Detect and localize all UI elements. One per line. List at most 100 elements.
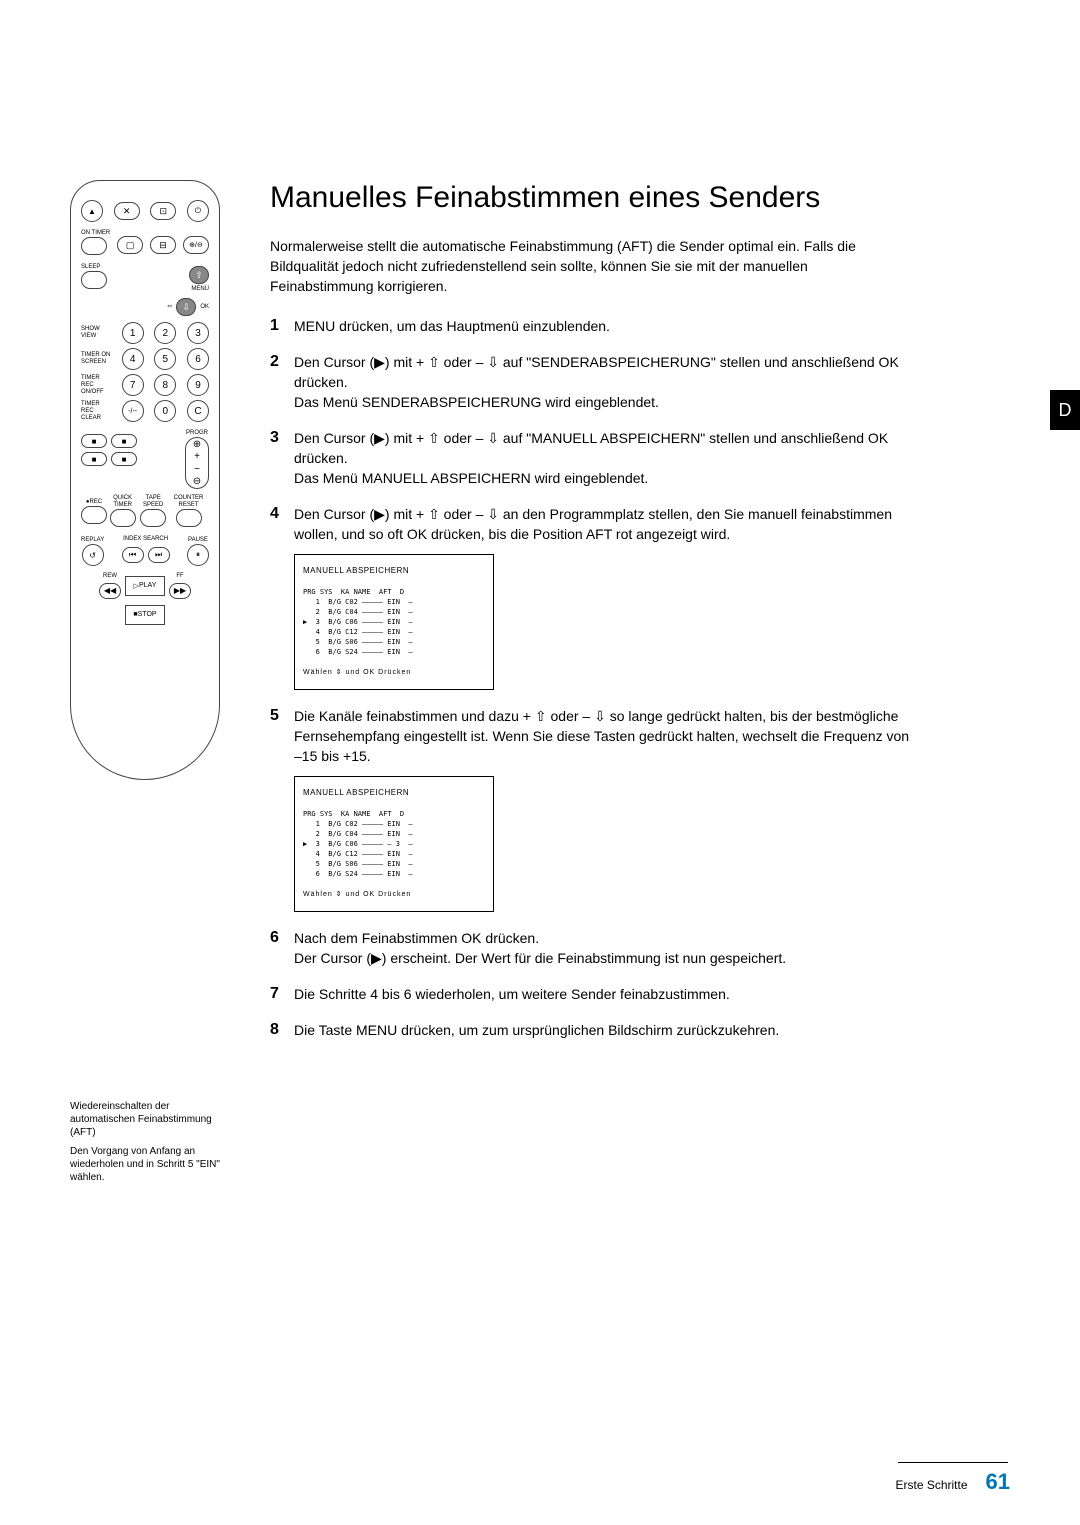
timer-on-screen-label: TIMER ON SCREEN — [81, 352, 111, 366]
num-0-button: 0 — [154, 400, 176, 422]
counter-reset-button — [176, 509, 202, 527]
step-7-text: Die Schritte 4 bis 6 wiederholen, um wei… — [294, 986, 730, 1002]
on-timer-button — [81, 237, 107, 255]
menu1-title: MANUELL ABSPEICHERN — [303, 561, 485, 581]
num-3-button: 3 — [187, 322, 209, 344]
menu1-row: 4 B/G C12 ––––– EIN – — [303, 627, 485, 637]
step-6-text-a: Nach dem Feinabstimmen OK drücken. — [294, 930, 539, 946]
pause-button: ⏸ — [187, 544, 209, 566]
index-back-button: ⏮ — [122, 547, 144, 563]
num-9-button: 9 — [187, 374, 209, 396]
menu2-row: 2 B/G C04 ––––– EIN – — [303, 829, 485, 839]
intro-text: Normalerweise stellt die automatische Fe… — [270, 236, 910, 296]
footer-section: Erste Schritte — [895, 1478, 967, 1492]
main-content: Manuelles Feinabstimmen eines Senders No… — [270, 180, 910, 1040]
menu-box-2: MANUELL ABSPEICHERN PRG SYS KA NAME AFT … — [294, 776, 494, 912]
menu2-row: 5 B/G S06 ––––– EIN – — [303, 859, 485, 869]
footer-rule — [898, 1462, 1008, 1463]
ten-key-button: -/-- — [122, 400, 144, 422]
vol-up-button: ■ — [81, 434, 107, 448]
menu2-row: 1 B/G C02 ––––– EIN – — [303, 819, 485, 829]
step-2-text-a: Den Cursor (▶) mit + ⇧ oder – ⇩ auf "SEN… — [294, 354, 899, 390]
quick-timer-button — [110, 509, 136, 527]
sidenote: Wiedereinschalten der automatischen Fein… — [70, 1100, 230, 1184]
power-button: ⏻ — [187, 200, 209, 222]
ch-down-button: ■ — [111, 452, 137, 466]
timer-rec-clear-label: TIMER REC CLEAR — [81, 401, 111, 422]
sleep-button — [81, 271, 107, 289]
remote-illustration: ▲ ✕ ⊡ ⏻ ON TIMER ▢ ⊟ ⊕/⊖ SLEEP ⇧ MENU — [70, 180, 230, 780]
ok-label: OK — [200, 304, 209, 311]
step-3-text-a: Den Cursor (▶) mit + ⇧ oder – ⇩ auf "MAN… — [294, 430, 888, 466]
index-fwd-button: ⏭ — [148, 547, 170, 563]
menu2-header: PRG SYS KA NAME AFT D — [303, 809, 485, 819]
down-button: ⇩ — [176, 298, 196, 316]
num-2-button: 2 — [154, 322, 176, 344]
step-7: 7Die Schritte 4 bis 6 wiederholen, um we… — [270, 984, 910, 1004]
step-5-text: Die Kanäle feinabstimmen und dazu + ⇧ od… — [294, 708, 909, 764]
step-1: 1MENU drücken, um das Hauptmenü einzuble… — [270, 316, 910, 336]
num-6-button: 6 — [187, 348, 209, 370]
step-4: 4Den Cursor (▶) mit + ⇧ oder – ⇩ an den … — [270, 504, 910, 690]
menu1-header: PRG SYS KA NAME AFT D — [303, 587, 485, 597]
ff-button: ▶▶ — [169, 583, 191, 599]
display-button: ⊡ — [150, 202, 176, 220]
av-button: ⊕/⊖ — [183, 236, 209, 254]
menu2-footer: Wählen ⇕ und OK Drücken — [303, 885, 485, 905]
step-8-text: Die Taste MENU drücken, um zum ursprüngl… — [294, 1022, 779, 1038]
menu2-row: ▶ 3 B/G C06 ––––– – 3 – — [303, 839, 485, 849]
sidenote-title: Wiedereinschalten der automatischen Fein… — [70, 1100, 230, 1139]
rec-button — [81, 506, 107, 524]
step-6: 6Nach dem Feinabstimmen OK drücken.Der C… — [270, 928, 910, 968]
menu1-row: 5 B/G S06 ––––– EIN – — [303, 637, 485, 647]
page-title: Manuelles Feinabstimmen eines Senders — [270, 180, 910, 216]
step-2-text-b: Das Menü SENDERABSPEICHERUNG wird eingeb… — [294, 394, 659, 410]
confirm-button: C — [187, 400, 209, 422]
step-3: 3Den Cursor (▶) mit + ⇧ oder – ⇩ auf "MA… — [270, 428, 910, 488]
step-6-text-b: Der Cursor (▶) erscheint. Der Wert für d… — [294, 950, 786, 966]
sleep-label: SLEEP — [81, 264, 107, 271]
input-button: ▢ — [117, 236, 143, 254]
sidenote-body: Den Vorgang von Anfang an wiederholen un… — [70, 1145, 230, 1184]
step-8: 8Die Taste MENU drücken, um zum ursprüng… — [270, 1020, 910, 1040]
show-view-label: SHOW VIEW — [81, 326, 111, 340]
num-5-button: 5 — [154, 348, 176, 370]
menu1-row: 1 B/G C02 ––––– EIN – — [303, 597, 485, 607]
progr-label: PROGR — [185, 430, 209, 437]
rew-button: ◀◀ — [99, 583, 121, 599]
step-1-text: MENU drücken, um das Hauptmenü einzublen… — [294, 318, 610, 334]
num-4-button: 4 — [122, 348, 144, 370]
play-button: ▷ PLAY — [125, 576, 165, 596]
menu2-title: MANUELL ABSPEICHERN — [303, 783, 485, 803]
step-3-text-b: Das Menü MANUELL ABSPEICHERN wird eingeb… — [294, 470, 648, 486]
num-1-button: 1 — [122, 322, 144, 344]
menu2-row: 6 B/G S24 ––––– EIN – — [303, 869, 485, 879]
replay-button: ↺ — [82, 544, 104, 566]
on-timer-label: ON TIMER — [81, 230, 110, 237]
wide-button: ⊟ — [150, 236, 176, 254]
step-4-text: Den Cursor (▶) mit + ⇧ oder – ⇩ an den P… — [294, 506, 892, 542]
num-8-button: 8 — [154, 374, 176, 396]
menu1-footer: Wählen ⇕ und OK Drücken — [303, 663, 485, 683]
step-2: 2Den Cursor (▶) mit + ⇧ oder – ⇩ auf "SE… — [270, 352, 910, 412]
menu-box-1: MANUELL ABSPEICHERN PRG SYS KA NAME AFT … — [294, 554, 494, 690]
menu-label: MENU — [189, 286, 209, 293]
page-footer: Erste Schritte 61 — [895, 1469, 1010, 1495]
page-number: 61 — [986, 1469, 1010, 1495]
mute-button: ✕ — [114, 202, 140, 220]
eject-button: ▲ — [81, 200, 103, 222]
menu1-row: 6 B/G S24 ––––– EIN – — [303, 647, 485, 657]
step-5: 5Die Kanäle feinabstimmen und dazu + ⇧ o… — [270, 706, 910, 912]
num-7-button: 7 — [122, 374, 144, 396]
up-button: ⇧ — [189, 266, 209, 284]
menu1-row: ▶ 3 B/G C06 ––––– EIN – — [303, 617, 485, 627]
menu1-row: 2 B/G C04 ––––– EIN – — [303, 607, 485, 617]
timer-rec-on-off-label: TIMER REC ON/OFF — [81, 375, 111, 396]
progr-rocker: ⊕+−⊖ — [185, 437, 209, 489]
stop-button: ■ STOP — [125, 605, 165, 625]
tape-speed-button — [140, 509, 166, 527]
menu2-row: 4 B/G C12 ––––– EIN – — [303, 849, 485, 859]
language-tab: D — [1050, 390, 1080, 430]
vol-down-button: ■ — [111, 434, 137, 448]
ch-up-button: ■ — [81, 452, 107, 466]
